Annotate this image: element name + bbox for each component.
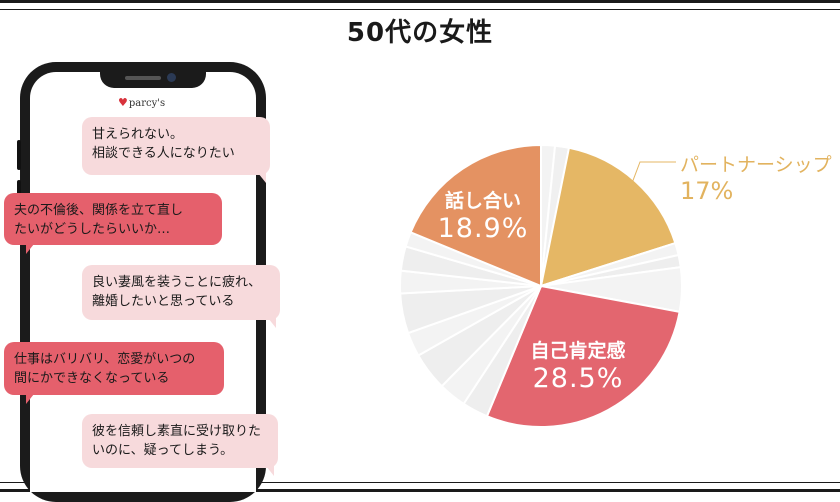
slice-value: 28.5% — [532, 363, 624, 394]
chat-text: 良い妻風を装うことに疲れ、 — [92, 275, 262, 290]
chat-bubble: 良い妻風を装うことに疲れ、 離婚したいと思っている — [82, 265, 280, 328]
camera-icon — [167, 73, 176, 82]
chat-text: たいがどうしたらいいか… — [14, 222, 171, 237]
chart-title: 50代の女性 — [346, 18, 494, 48]
chat-text: 相談できる人になりたい — [92, 146, 235, 161]
slice-category: 話し合い — [444, 190, 521, 212]
chat-bubble: 彼を信頼し素直に受け取りた いのに、疑ってしまう。 — [82, 414, 278, 476]
brand-logo: ♥parcy's — [118, 96, 188, 110]
chat-text: 間にかできなくなっている — [14, 371, 170, 386]
chat-text: 離婚したいと思っている — [92, 294, 235, 309]
pie-slice-パートナーシップ — [539, 146, 677, 288]
leader-line — [630, 161, 676, 186]
chat-text: 甘えられない。 — [92, 127, 184, 142]
frame-bottom-rule — [0, 482, 840, 483]
chat-text: いのに、疑ってしまう。 — [92, 443, 234, 458]
chat-bubble: 夫の不倫後、関係を立て直し たいがどうしたらいいか… — [4, 193, 222, 254]
slice-label-talk: 話し合い 18.9% — [433, 186, 533, 244]
bubble-tail — [258, 173, 266, 183]
chat-text: 仕事はバリバリ、恋愛がいつの — [14, 352, 196, 367]
chat-bubble: 仕事はバリバリ、恋愛がいつの 間にかできなくなっている — [4, 342, 224, 404]
heart-icon: ♥ — [118, 96, 128, 109]
slice-label-self-esteem: 自己肯定感 28.5% — [518, 336, 638, 394]
pie-slice-話し合い — [409, 143, 542, 288]
slice-label-partnership: パートナーシップ 17% — [680, 150, 832, 205]
chat-bubble: 甘えられない。 相談できる人になりたい — [82, 117, 270, 183]
slice-value: 18.9% — [437, 213, 529, 244]
brand-name: parcy's — [128, 98, 166, 109]
bubble-tail — [26, 244, 34, 254]
slice-category: パートナーシップ — [680, 154, 832, 176]
chat-text: 夫の不倫後、関係を立て直し — [14, 203, 184, 218]
phone-notch — [100, 62, 206, 88]
phone-side-button — [17, 140, 21, 170]
bubble-tail — [26, 394, 34, 404]
frame-top-rule — [0, 9, 840, 10]
slice-value: 17% — [680, 177, 734, 205]
slice-category: 自己肯定感 — [530, 340, 626, 362]
bubble-tail — [266, 466, 274, 476]
pie-slice-自己肯定感 — [485, 284, 681, 428]
speaker-icon — [125, 76, 161, 80]
chat-text: 彼を信頼し素直に受け取りた — [92, 424, 262, 439]
bubble-tail — [268, 318, 276, 328]
